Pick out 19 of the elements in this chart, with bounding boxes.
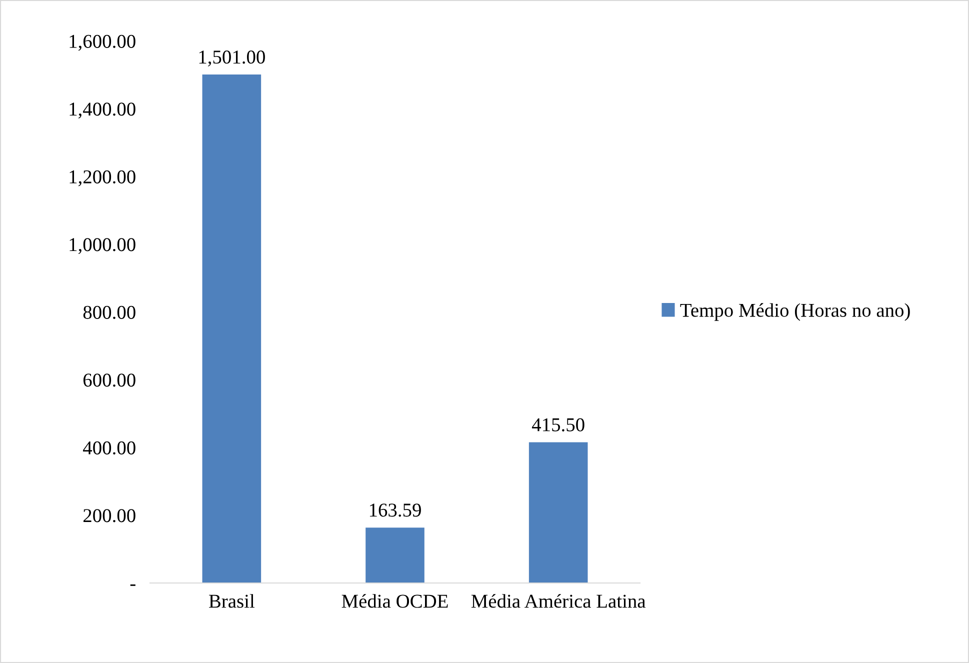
legend-label: Tempo Médio (Horas no ano) (680, 303, 910, 321)
y-tick-label: 400.00 (83, 441, 136, 455)
bar (202, 74, 262, 583)
data-label: 415.50 (532, 418, 584, 432)
bar (528, 442, 588, 583)
bar (366, 528, 424, 583)
x-tick-label: Média OCDE (342, 594, 448, 608)
data-label: 1,501.00 (199, 50, 265, 66)
x-tick-label: Média América Latina (471, 594, 646, 608)
y-tick-label: - (130, 584, 136, 586)
y-tick-label: 200.00 (83, 509, 136, 522)
x-tick-label: Brasil (209, 594, 254, 608)
y-tick-label: 1,000.00 (70, 238, 136, 254)
y-tick-label: 600.00 (83, 374, 136, 387)
data-label: 163.59 (370, 504, 421, 517)
y-tick-label: 1,200.00 (70, 170, 136, 186)
y-tick-label: 1,600.00 (70, 34, 136, 51)
y-tick-label: 800.00 (83, 306, 136, 320)
y-tick-label: 1,400.00 (70, 102, 136, 118)
